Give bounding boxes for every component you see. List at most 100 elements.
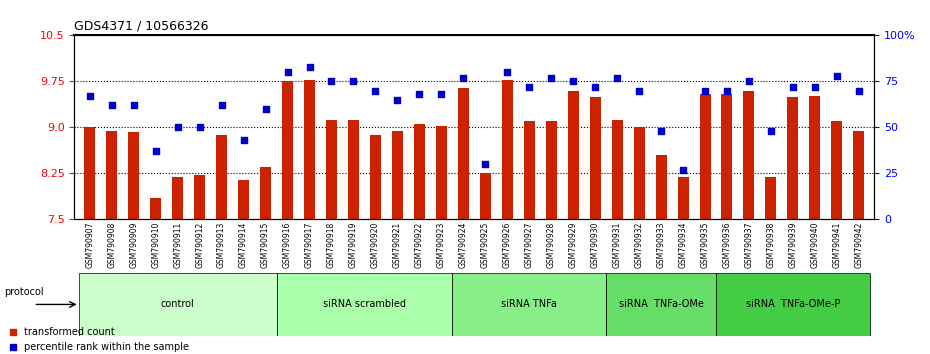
Text: GSM790934: GSM790934: [679, 222, 687, 268]
Bar: [567, 91, 578, 219]
Point: [698, 88, 712, 93]
Text: GSM790914: GSM790914: [239, 222, 248, 268]
Bar: [546, 121, 557, 219]
Point: [214, 103, 229, 108]
Text: GSM790942: GSM790942: [855, 222, 863, 268]
Bar: [765, 177, 777, 219]
Point: [851, 88, 866, 93]
Bar: [633, 127, 644, 219]
Bar: [282, 81, 293, 219]
Text: GSM790922: GSM790922: [415, 222, 424, 268]
Point: [368, 88, 383, 93]
Text: siRNA TNFa: siRNA TNFa: [501, 299, 557, 309]
Bar: [106, 131, 117, 219]
Bar: [502, 80, 512, 219]
Bar: [524, 121, 535, 219]
Bar: [656, 155, 667, 219]
Point: [346, 79, 361, 84]
Text: GSM790909: GSM790909: [129, 222, 139, 268]
Text: GSM790938: GSM790938: [766, 222, 776, 268]
FancyBboxPatch shape: [276, 273, 452, 336]
Text: GSM790933: GSM790933: [657, 222, 666, 268]
Bar: [612, 120, 622, 219]
Bar: [172, 177, 183, 219]
Point: [390, 97, 405, 103]
Point: [610, 75, 625, 81]
Text: GSM790929: GSM790929: [568, 222, 578, 268]
Text: GSM790916: GSM790916: [283, 222, 292, 268]
Bar: [788, 97, 798, 219]
Point: [83, 93, 98, 99]
Text: GSM790931: GSM790931: [613, 222, 621, 268]
FancyBboxPatch shape: [452, 273, 606, 336]
Text: GSM790926: GSM790926: [503, 222, 512, 268]
Bar: [809, 96, 820, 219]
Bar: [590, 97, 601, 219]
Bar: [699, 94, 711, 219]
Bar: [722, 94, 733, 219]
Text: GSM790936: GSM790936: [723, 222, 732, 268]
Text: GSM790915: GSM790915: [261, 222, 270, 268]
Bar: [304, 80, 315, 219]
Text: GSM790920: GSM790920: [371, 222, 380, 268]
Point: [456, 75, 471, 81]
Point: [544, 75, 559, 81]
Text: control: control: [161, 299, 194, 309]
Text: GSM790912: GSM790912: [195, 222, 205, 268]
Text: GSM790928: GSM790928: [547, 222, 556, 268]
Point: [478, 161, 493, 167]
Point: [412, 91, 427, 97]
Bar: [414, 124, 425, 219]
Text: GSM790941: GSM790941: [832, 222, 842, 268]
Point: [741, 79, 756, 84]
Bar: [348, 120, 359, 219]
Text: GSM790923: GSM790923: [437, 222, 445, 268]
Text: GSM790927: GSM790927: [525, 222, 534, 268]
Text: GSM790930: GSM790930: [591, 222, 600, 268]
Text: GSM790935: GSM790935: [700, 222, 710, 268]
Text: GSM790924: GSM790924: [458, 222, 468, 268]
Bar: [216, 136, 227, 219]
Point: [126, 103, 141, 108]
Point: [193, 125, 207, 130]
Bar: [743, 91, 754, 219]
Bar: [831, 121, 843, 219]
Text: GSM790937: GSM790937: [744, 222, 753, 268]
Point: [259, 106, 273, 112]
Bar: [678, 177, 688, 219]
Text: GSM790917: GSM790917: [305, 222, 314, 268]
Text: GSM790921: GSM790921: [392, 222, 402, 268]
Bar: [392, 131, 403, 219]
Point: [565, 79, 580, 84]
Point: [830, 73, 844, 79]
Text: siRNA  TNFa-OMe-P: siRNA TNFa-OMe-P: [746, 299, 840, 309]
Text: GSM790913: GSM790913: [217, 222, 226, 268]
Point: [499, 69, 514, 75]
Text: protocol: protocol: [4, 287, 44, 297]
Bar: [238, 179, 249, 219]
Bar: [326, 120, 337, 219]
Point: [104, 103, 119, 108]
Text: GSM790911: GSM790911: [173, 222, 182, 268]
Text: GSM790939: GSM790939: [789, 222, 797, 268]
Text: GSM790925: GSM790925: [481, 222, 490, 268]
Bar: [194, 175, 206, 219]
Point: [764, 128, 778, 134]
Text: GSM790919: GSM790919: [349, 222, 358, 268]
Text: GSM790910: GSM790910: [152, 222, 160, 268]
Bar: [85, 127, 95, 219]
FancyBboxPatch shape: [79, 273, 276, 336]
Point: [654, 128, 669, 134]
Text: GDS4371 / 10566326: GDS4371 / 10566326: [74, 20, 209, 33]
Point: [786, 84, 801, 90]
Bar: [128, 132, 140, 219]
Bar: [480, 173, 491, 219]
Bar: [854, 131, 864, 219]
FancyBboxPatch shape: [716, 273, 870, 336]
Text: siRNA  TNFa-OMe: siRNA TNFa-OMe: [618, 299, 703, 309]
Point: [302, 64, 317, 69]
Point: [434, 91, 449, 97]
Point: [631, 88, 646, 93]
Point: [807, 84, 822, 90]
Text: GSM790932: GSM790932: [634, 222, 644, 268]
